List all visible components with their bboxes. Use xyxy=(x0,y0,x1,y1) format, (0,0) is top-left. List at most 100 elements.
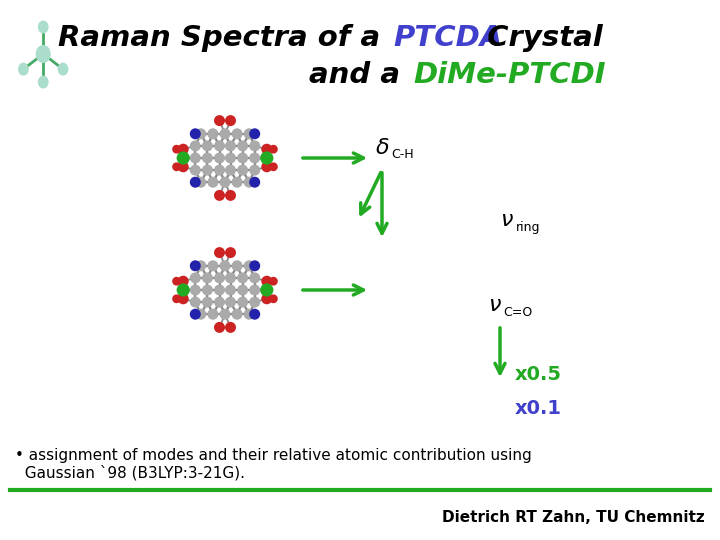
Circle shape xyxy=(176,284,190,296)
Circle shape xyxy=(225,296,236,308)
Circle shape xyxy=(249,152,260,164)
Circle shape xyxy=(214,190,225,201)
Circle shape xyxy=(243,129,255,139)
Circle shape xyxy=(249,177,260,188)
Circle shape xyxy=(232,309,243,320)
Circle shape xyxy=(220,309,230,320)
Circle shape xyxy=(249,129,260,139)
Circle shape xyxy=(237,296,248,308)
Circle shape xyxy=(190,152,201,164)
Text: • assignment of modes and their relative atomic contribution using
  Gaussian `9: • assignment of modes and their relative… xyxy=(15,448,532,481)
Circle shape xyxy=(237,152,248,164)
Circle shape xyxy=(261,161,272,172)
Circle shape xyxy=(195,260,207,271)
Circle shape xyxy=(202,296,213,308)
Circle shape xyxy=(214,285,225,295)
Circle shape xyxy=(269,163,278,171)
Circle shape xyxy=(176,151,190,165)
Circle shape xyxy=(195,177,207,188)
Text: Crystal: Crystal xyxy=(477,24,603,52)
Circle shape xyxy=(190,140,201,151)
Circle shape xyxy=(38,21,49,33)
Circle shape xyxy=(190,296,201,308)
Circle shape xyxy=(260,284,274,296)
Text: x0.5: x0.5 xyxy=(515,366,562,384)
Circle shape xyxy=(243,260,255,271)
Circle shape xyxy=(269,277,278,286)
Circle shape xyxy=(202,272,213,284)
Circle shape xyxy=(214,165,225,176)
Circle shape xyxy=(269,145,278,153)
Circle shape xyxy=(232,129,243,139)
Circle shape xyxy=(225,165,236,176)
Text: Raman Spectra of a: Raman Spectra of a xyxy=(58,24,390,52)
Circle shape xyxy=(237,272,248,284)
Circle shape xyxy=(38,76,49,89)
Circle shape xyxy=(249,296,260,308)
Text: PTCDA: PTCDA xyxy=(393,24,503,52)
Circle shape xyxy=(207,129,218,139)
Circle shape xyxy=(214,115,225,126)
Circle shape xyxy=(207,177,218,188)
Circle shape xyxy=(214,322,225,333)
Circle shape xyxy=(190,177,201,188)
Text: $\delta$: $\delta$ xyxy=(375,138,390,158)
Circle shape xyxy=(172,163,181,171)
Circle shape xyxy=(178,293,189,305)
Circle shape xyxy=(225,190,236,201)
Circle shape xyxy=(225,272,236,284)
Circle shape xyxy=(249,165,260,176)
Text: $\nu$: $\nu$ xyxy=(488,295,502,315)
Circle shape xyxy=(220,260,230,271)
Circle shape xyxy=(190,260,201,271)
Circle shape xyxy=(214,272,225,284)
Text: and a: and a xyxy=(309,61,410,89)
Circle shape xyxy=(220,129,230,139)
Circle shape xyxy=(261,276,272,287)
Text: x0.1: x0.1 xyxy=(515,399,562,417)
Text: C=O: C=O xyxy=(503,307,532,320)
Circle shape xyxy=(269,294,278,303)
Circle shape xyxy=(249,309,260,320)
Circle shape xyxy=(207,309,218,320)
Text: C-H: C-H xyxy=(391,148,413,161)
Circle shape xyxy=(249,272,260,284)
Circle shape xyxy=(232,260,243,271)
Circle shape xyxy=(207,260,218,271)
Circle shape xyxy=(190,309,201,320)
Circle shape xyxy=(214,247,225,258)
Circle shape xyxy=(249,260,260,271)
Circle shape xyxy=(36,45,50,63)
Circle shape xyxy=(172,277,181,286)
Circle shape xyxy=(202,152,213,164)
Text: ring: ring xyxy=(516,221,541,234)
Text: $\nu$: $\nu$ xyxy=(500,210,514,230)
Circle shape xyxy=(172,145,181,153)
Circle shape xyxy=(232,177,243,188)
Circle shape xyxy=(195,309,207,320)
Text: DiMe-PTCDI: DiMe-PTCDI xyxy=(413,61,606,89)
Circle shape xyxy=(190,129,201,139)
Circle shape xyxy=(178,161,189,172)
Circle shape xyxy=(243,309,255,320)
Circle shape xyxy=(202,285,213,295)
Circle shape xyxy=(190,165,201,176)
Circle shape xyxy=(202,140,213,151)
Circle shape xyxy=(202,165,213,176)
Circle shape xyxy=(225,247,236,258)
Circle shape xyxy=(249,285,260,295)
Circle shape xyxy=(225,285,236,295)
Circle shape xyxy=(261,293,272,305)
Text: Dietrich RT Zahn, TU Chemnitz: Dietrich RT Zahn, TU Chemnitz xyxy=(442,510,705,525)
Circle shape xyxy=(190,272,201,284)
Circle shape xyxy=(178,276,189,287)
Circle shape xyxy=(178,144,189,154)
Circle shape xyxy=(195,129,207,139)
Circle shape xyxy=(225,140,236,151)
Circle shape xyxy=(225,152,236,164)
Circle shape xyxy=(214,140,225,151)
Circle shape xyxy=(214,152,225,164)
Circle shape xyxy=(225,322,236,333)
Circle shape xyxy=(237,285,248,295)
Circle shape xyxy=(237,165,248,176)
